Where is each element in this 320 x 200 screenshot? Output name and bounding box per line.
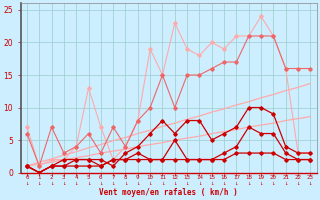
X-axis label: Vent moyen/en rafales ( km/h ): Vent moyen/en rafales ( km/h ) — [99, 188, 238, 197]
